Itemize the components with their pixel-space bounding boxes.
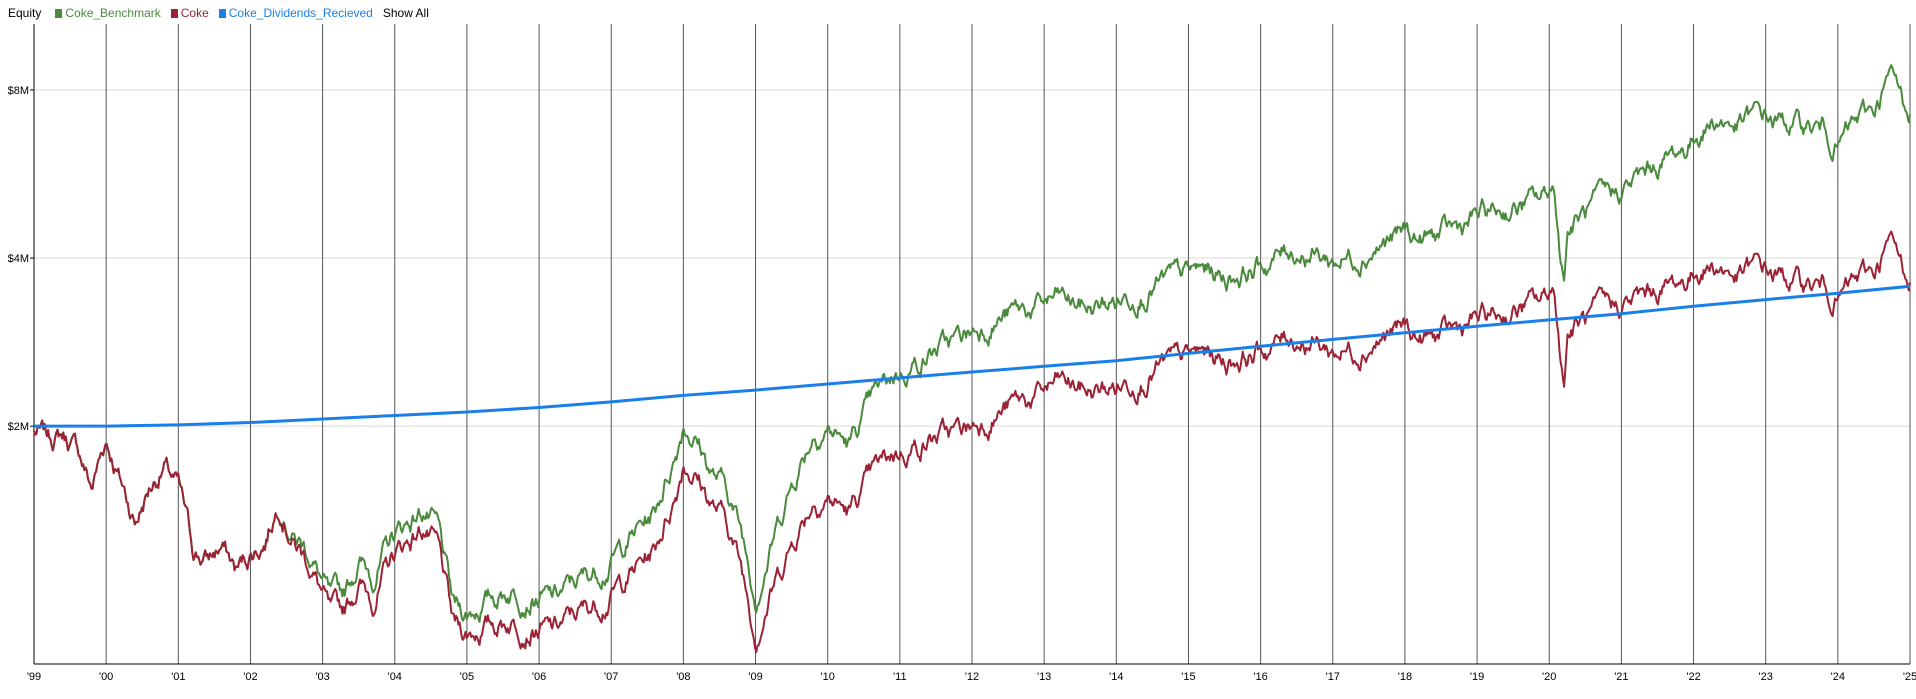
y-tick-label: $2M [8,421,29,433]
x-tick-label: '19 [1470,671,1484,683]
series-line-coke-dividends-recieved [34,284,1911,428]
x-tick-label: '13 [1037,671,1051,683]
x-tick-label: '99 [27,671,41,683]
x-tick-label: '01 [171,671,185,683]
x-tick-label: '00 [99,671,113,683]
y-tick-label: $4M [8,253,29,265]
legend-item-coke-benchmark[interactable]: Coke_Benchmark [55,6,161,20]
legend-swatch-coke-dividends-recieved [218,8,226,18]
x-tick-label: '24 [1831,671,1845,683]
x-tick-label: '09 [748,671,762,683]
x-tick-label: '23 [1759,671,1773,683]
x-tick-label: '25 [1903,671,1916,683]
legend-item-coke[interactable]: Coke [170,6,209,20]
x-tick-label: '20 [1542,671,1556,683]
x-tick-label: '11 [893,671,907,683]
x-tick-label: '22 [1686,671,1700,683]
x-tick-label: '07 [604,671,618,683]
x-tick-label: '06 [532,671,546,683]
show-all-button[interactable]: Show All [382,6,429,20]
x-tick-label: '16 [1253,671,1267,683]
x-tick-label: '08 [676,671,690,683]
legend-title: Equity [8,6,42,20]
x-tick-label: '17 [1326,671,1340,683]
legend-label-coke-benchmark: Coke_Benchmark [65,6,161,20]
series-line-coke-benchmark [33,64,1911,623]
legend-label-coke-dividends-recieved: Coke_Dividends_Recieved [228,6,373,20]
x-tick-label: '04 [388,671,402,683]
x-tick-label: '12 [965,671,979,683]
x-tick-label: '14 [1109,671,1123,683]
x-tick-label: '02 [243,671,257,683]
x-tick-label: '03 [315,671,329,683]
legend-swatch-coke-benchmark [55,8,63,18]
x-tick-label: '05 [460,671,474,683]
x-tick-label: '18 [1398,671,1412,683]
x-tick-label: '15 [1181,671,1195,683]
legend-swatch-coke [170,8,178,18]
chart-legend: Equity Coke_Benchmark Coke Coke_Dividend… [8,4,429,22]
legend-item-coke-dividends-recieved[interactable]: Coke_Dividends_Recieved [218,6,373,20]
x-tick-label: '21 [1614,671,1628,683]
legend-label-coke: Coke [180,6,209,20]
series-line-coke [33,230,1911,654]
y-tick-label: $8M [8,85,29,97]
x-tick-label: '10 [821,671,835,683]
